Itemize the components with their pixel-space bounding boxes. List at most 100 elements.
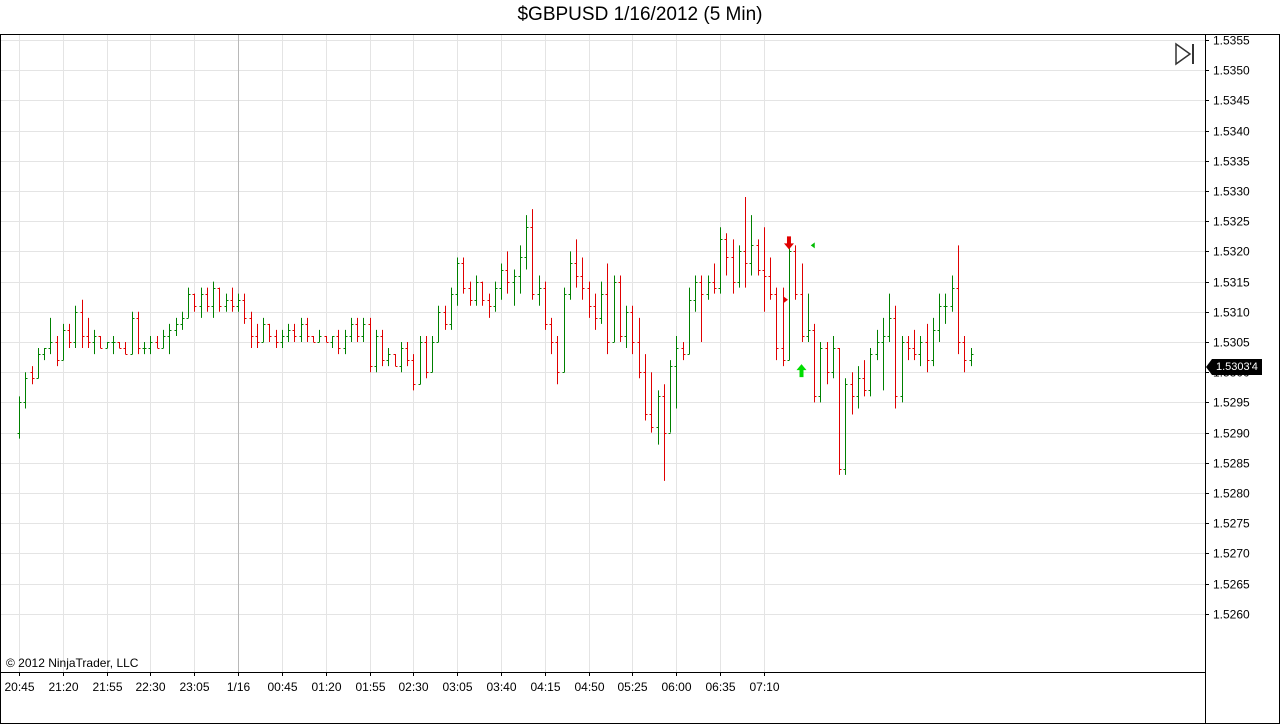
ohlc-bar [186, 287, 191, 319]
ohlc-bar [831, 335, 836, 379]
y-tick-label: 1.5310 [1213, 306, 1250, 320]
ohlc-bar [380, 329, 385, 367]
ohlc-bar [593, 293, 598, 330]
ohlc-bar [17, 396, 22, 439]
ohlc-bar [912, 329, 917, 361]
ohlc-bar [681, 342, 686, 361]
ohlc-bar [274, 329, 279, 349]
ohlc-bar [599, 281, 604, 324]
x-tick-label: 04:50 [574, 680, 604, 694]
ohlc-bar [630, 305, 635, 355]
ohlc-bar [825, 342, 830, 385]
ohlc-bar [142, 342, 147, 355]
y-tick-label: 1.5275 [1213, 517, 1250, 531]
ohlc-bar [724, 233, 729, 276]
y-tick-label: 1.5305 [1213, 336, 1250, 350]
price-axis: 1.5355 1.5350 1.5345 1.5340 1.5335 1.5330 1.53… [1205, 34, 1250, 622]
ohlc-bar [205, 287, 210, 312]
ohlc-bar [906, 335, 911, 361]
x-tick-label: 03:05 [442, 680, 472, 694]
ohlc-bar [336, 329, 341, 355]
ohlc-bar [693, 275, 698, 312]
ohlc-bar [393, 354, 398, 367]
ohlc-bar [424, 335, 429, 379]
x-tick-label: 21:55 [92, 680, 122, 694]
ohlc-bar [756, 239, 761, 276]
y-tick-label: 1.5335 [1213, 155, 1250, 169]
red-down-arrow-icon [783, 236, 794, 250]
ohlc-bar [261, 317, 266, 343]
ohlc-bar [461, 257, 466, 294]
ohlc-bar [687, 287, 692, 355]
x-tick-label: 1/16 [227, 680, 251, 694]
ohlc-bar [480, 281, 485, 306]
x-tick-label: 06:35 [705, 680, 735, 694]
ohlc-bar [343, 329, 348, 355]
ohlc-bar [969, 348, 974, 367]
ohlc-bar [837, 348, 842, 475]
ohlc-bar [843, 378, 848, 475]
chart-frame [0, 34, 1280, 724]
ohlc-bars-layer [17, 197, 974, 481]
ohlc-bar [267, 323, 272, 342]
y-tick-label: 1.5265 [1213, 578, 1250, 592]
ohlc-bar [418, 335, 423, 385]
ohlc-bar [374, 329, 379, 373]
ohlc-bar [399, 342, 404, 373]
ohlc-bar [80, 299, 85, 349]
x-tick-label: 20:45 [4, 680, 34, 694]
y-tick-label: 1.5270 [1213, 547, 1250, 561]
ohlc-bar [474, 275, 479, 306]
ohlc-bar [562, 287, 567, 373]
ohlc-bar [224, 293, 229, 312]
ohlc-bar [499, 263, 504, 300]
ohlc-bar [624, 305, 629, 349]
ohlc-bar [505, 251, 510, 294]
ohlc-bar [800, 263, 805, 342]
signals-layer [783, 236, 815, 378]
y-tick-label: 1.5350 [1213, 64, 1250, 78]
ohlc-bar [411, 354, 416, 391]
ohlc-bar [793, 245, 798, 300]
ohlc-bar [518, 245, 523, 294]
last-price-marker: 1.5303'4 [1206, 359, 1262, 375]
ohlc-bar [123, 342, 128, 355]
exit-marker-icon [810, 242, 815, 249]
ohlc-bar [386, 348, 391, 367]
ohlc-bar [943, 293, 948, 324]
y-tick-label: 1.5345 [1213, 94, 1250, 108]
ohlc-bar [211, 281, 216, 318]
ohlc-bar [105, 342, 110, 349]
ohlc-bar [98, 335, 103, 349]
green-up-arrow-icon [796, 364, 807, 378]
ohlc-bar [862, 360, 867, 397]
ohlc-bar [818, 342, 823, 403]
ohlc-bar [299, 317, 304, 342]
ohlc-bar [405, 342, 410, 367]
ohlc-bar [674, 335, 679, 409]
ohlc-bar [242, 293, 247, 324]
y-tick-label: 1.5260 [1213, 608, 1250, 622]
ohlc-bar [956, 245, 961, 355]
x-tick-label: 22:30 [135, 680, 165, 694]
ohlc-bar [361, 317, 366, 342]
ohlc-bar [368, 317, 373, 373]
ohlc-bar [731, 239, 736, 294]
skip-to-end-icon[interactable] [1174, 42, 1198, 66]
ohlc-bar [537, 275, 542, 306]
ohlc-bar [67, 323, 72, 349]
y-tick-label: 1.5355 [1213, 34, 1250, 48]
ohlc-bar [580, 257, 585, 300]
ohlc-bar [656, 390, 661, 445]
y-tick-label: 1.5280 [1213, 487, 1250, 501]
ohlc-bar [637, 317, 642, 379]
ohlc-bar [161, 329, 166, 349]
ohlc-bar [92, 329, 97, 355]
ohlc-bar [524, 215, 529, 270]
y-tick-label: 1.5320 [1213, 245, 1250, 259]
y-tick-label: 1.5330 [1213, 185, 1250, 199]
ohlc-bar [530, 209, 535, 300]
outer-border [0, 34, 1280, 724]
x-tick-label: 06:00 [661, 680, 691, 694]
